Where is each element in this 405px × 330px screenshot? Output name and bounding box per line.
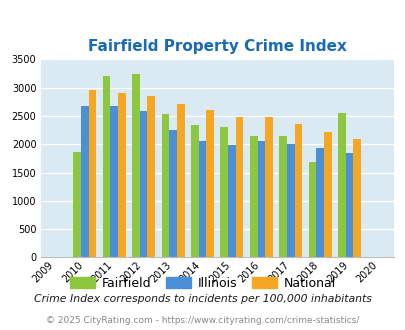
- Bar: [286, 144, 294, 257]
- Bar: [169, 130, 177, 257]
- Bar: [147, 96, 155, 257]
- Bar: [206, 110, 213, 257]
- Bar: [198, 141, 206, 257]
- Bar: [308, 162, 315, 257]
- Bar: [315, 148, 323, 257]
- Bar: [161, 114, 169, 257]
- Bar: [220, 127, 228, 257]
- Bar: [228, 145, 235, 257]
- Bar: [110, 106, 118, 257]
- Legend: Fairfield, Illinois, National: Fairfield, Illinois, National: [65, 272, 340, 295]
- Bar: [177, 104, 184, 257]
- Bar: [190, 125, 198, 257]
- Bar: [249, 136, 257, 257]
- Bar: [132, 74, 139, 257]
- Bar: [279, 136, 286, 257]
- Bar: [257, 142, 264, 257]
- Bar: [81, 106, 88, 257]
- Bar: [323, 132, 331, 257]
- Bar: [139, 112, 147, 257]
- Bar: [102, 76, 110, 257]
- Bar: [73, 151, 81, 257]
- Bar: [118, 93, 126, 257]
- Text: © 2025 CityRating.com - https://www.cityrating.com/crime-statistics/: © 2025 CityRating.com - https://www.city…: [46, 316, 359, 325]
- Bar: [294, 124, 302, 257]
- Bar: [235, 116, 243, 257]
- Bar: [264, 117, 272, 257]
- Bar: [345, 153, 353, 257]
- Bar: [337, 113, 345, 257]
- Text: Crime Index corresponds to incidents per 100,000 inhabitants: Crime Index corresponds to incidents per…: [34, 294, 371, 304]
- Bar: [88, 90, 96, 257]
- Title: Fairfield Property Crime Index: Fairfield Property Crime Index: [87, 39, 346, 54]
- Bar: [353, 139, 360, 257]
